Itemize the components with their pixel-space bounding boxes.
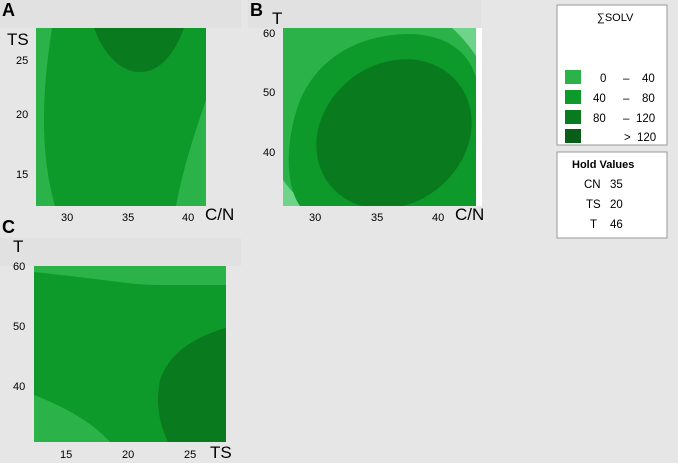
panel-a-y-tick: 25	[16, 55, 28, 67]
panel-c-y-tick: 50	[13, 321, 25, 333]
panel-c-x-axis-label: TS	[210, 443, 232, 462]
legend-swatch	[565, 70, 581, 84]
panel-b-x-axis-label: C/N	[455, 205, 484, 224]
panel-b-corner-upper-right	[452, 28, 476, 56]
panel-c-x-tick: 15	[60, 449, 72, 461]
panel-b-plot	[283, 28, 483, 236]
legend-low: 80	[593, 113, 606, 125]
panel-b-y-ticks: 60 50 40	[263, 28, 275, 159]
panel-c-top-strip-0-40	[34, 266, 226, 285]
panel-a-top-strip	[0, 0, 241, 28]
panel-b-x-tick: 30	[309, 212, 321, 224]
legend-low: 0	[600, 73, 606, 85]
panel-c-y-axis-label: T	[13, 237, 23, 256]
hold-values-box	[556, 151, 668, 239]
legend: ∑SOLV 0 – 40 40 – 80 80 – 120 > 120	[556, 4, 668, 146]
panel-c-x-tick: 20	[122, 449, 134, 461]
legend-high: 80	[642, 93, 655, 105]
panel-a-y-tick: 15	[16, 169, 28, 181]
panel-a-letter: A	[2, 0, 15, 20]
panel-c-x-ticks: 15 20 25	[60, 449, 196, 461]
hold-values: Hold Values CN 35 TS 20 T 46	[556, 151, 668, 239]
panel-c-plot	[34, 266, 226, 442]
panel-b-y-tick: 60	[263, 28, 275, 40]
hold-value-row: CN 35	[584, 179, 623, 191]
panel-c: C T 60 50 40 15 20 25 TS	[2, 217, 232, 462]
panel-a-region-left-0-40	[36, 28, 55, 206]
panel-c-top-strip	[0, 238, 241, 266]
panel-b-x-ticks: 30 35 40	[309, 212, 444, 224]
legend-high: 120	[636, 113, 655, 125]
panel-b-letter: B	[250, 0, 263, 20]
legend-high: 40	[642, 73, 655, 85]
panel-b: B T 60 50 40 30 35 40 C/N	[250, 0, 484, 236]
panel-b-x-tick: 40	[432, 212, 444, 224]
legend-swatch	[565, 110, 581, 124]
panel-a-y-ticks: 25 20 15	[16, 55, 28, 181]
legend-low: 40	[593, 93, 606, 105]
panel-c-y-ticks: 60 50 40	[13, 261, 25, 393]
panel-a-x-tick: 30	[61, 212, 73, 224]
legend-item: 0 – 40	[565, 70, 655, 85]
panel-a-x-ticks: 30 35 40	[61, 212, 194, 224]
panel-b-corner-lower-left	[283, 180, 307, 206]
panel-b-clip-right	[476, 28, 482, 208]
hold-value-value: 20	[610, 199, 623, 211]
panel-a-x-axis-label: C/N	[205, 205, 234, 224]
legend-dash: –	[623, 73, 630, 85]
panel-c-lower-left-0-40	[34, 395, 110, 442]
panel-a: A TS 25 20 15 30 35 40 C/N	[2, 0, 234, 224]
panel-b-ellipse-80-120	[316, 59, 472, 209]
legend-swatch	[565, 90, 581, 104]
panel-a-x-tick: 40	[182, 212, 194, 224]
panel-a-region-top-80-120	[94, 28, 184, 72]
hold-value-name: TS	[586, 199, 601, 211]
panel-a-y-axis-label: TS	[7, 30, 29, 49]
legend-swatch	[565, 129, 581, 143]
legend-dash: –	[623, 93, 630, 105]
panel-a-y-tick: 20	[16, 109, 28, 121]
hold-value-name: T	[590, 219, 597, 231]
panel-b-x-tick: 35	[371, 212, 383, 224]
panel-b-clip-bottom	[283, 206, 483, 236]
panel-a-x-tick: 35	[122, 212, 134, 224]
legend-dash: –	[623, 113, 630, 125]
legend-item: > 120	[565, 129, 656, 144]
hold-value-value: 46	[610, 219, 623, 231]
panel-b-y-tick: 50	[263, 87, 275, 99]
hold-value-name: CN	[584, 179, 601, 191]
panel-c-x-tick: 25	[184, 449, 196, 461]
legend-high: 120	[637, 132, 656, 144]
legend-item: 80 – 120	[565, 110, 655, 125]
panel-b-y-axis-label: T	[272, 9, 282, 28]
hold-value-row: TS 20	[586, 199, 623, 211]
panel-a-plot	[36, 28, 206, 206]
hold-values-title: Hold Values	[572, 159, 634, 171]
panel-b-top-strip	[248, 0, 481, 28]
panel-c-y-tick: 40	[13, 381, 25, 393]
panel-c-lower-right-80-120	[157, 328, 226, 442]
hold-value-row: T 46	[590, 219, 623, 231]
legend-title: ∑SOLV	[597, 12, 634, 24]
legend-dash: >	[624, 132, 631, 144]
hold-value-value: 35	[610, 179, 623, 191]
panel-c-letter: C	[2, 217, 15, 237]
panel-b-y-tick: 40	[263, 147, 275, 159]
legend-item: 40 – 80	[565, 90, 655, 105]
panel-c-y-tick: 60	[13, 261, 25, 273]
panel-a-region-lower-right-0-40	[176, 100, 206, 206]
